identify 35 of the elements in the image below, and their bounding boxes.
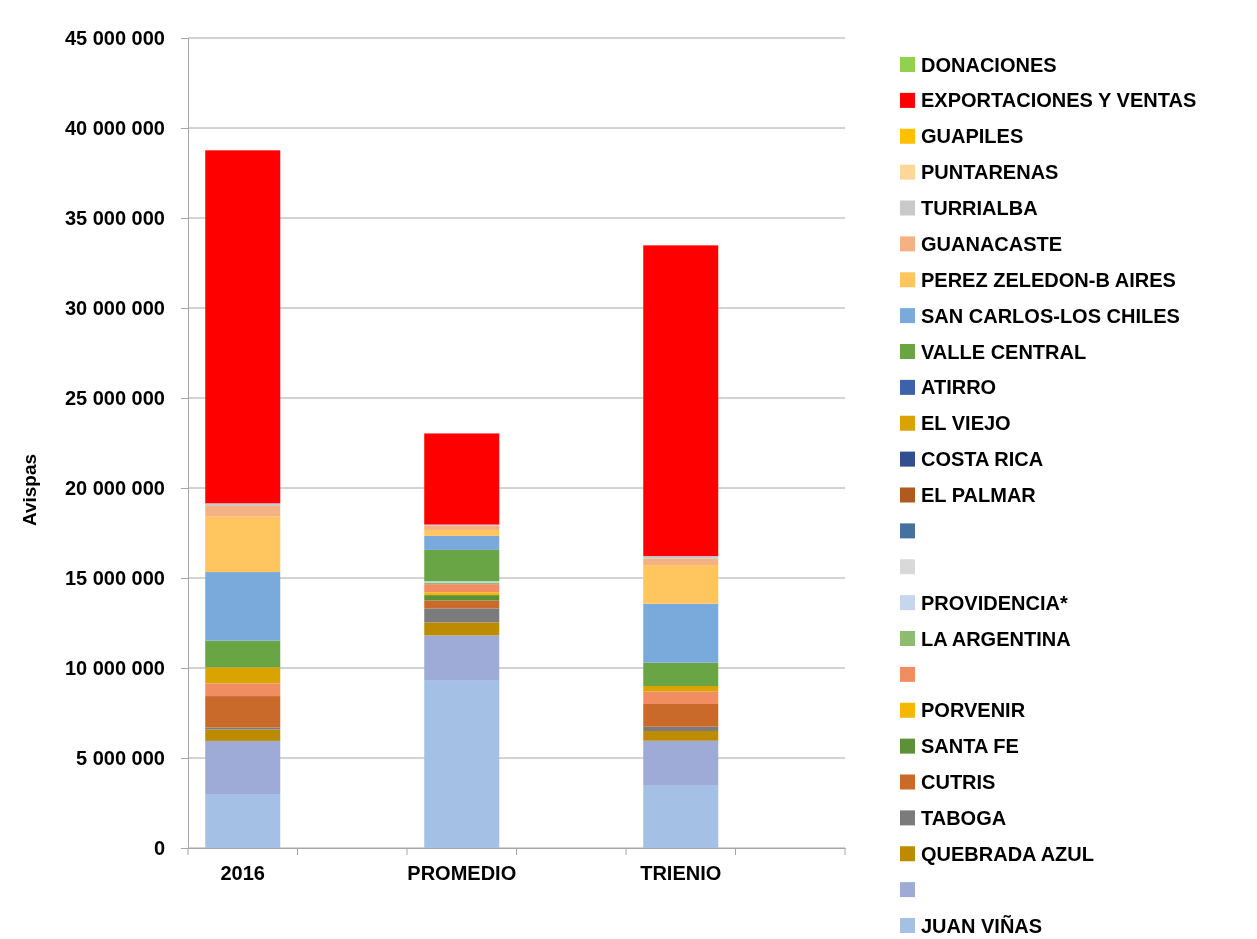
y-axis-title: Avispas — [19, 453, 40, 527]
legend-label: JUAN VIÑAS — [921, 914, 1043, 937]
x-tick-label: 2016 — [220, 862, 265, 885]
legend-label: ATIRRO — [921, 376, 997, 399]
legend-label: PEREZ ZELEDON-B AIRES — [921, 268, 1176, 291]
legend-label: SANTA FE — [921, 735, 1019, 758]
y-tick-label: 15 000 000 — [64, 566, 165, 589]
y-tick-label: 35 000 000 — [64, 206, 165, 229]
legend-label: COSTA RICA — [921, 448, 1044, 471]
legend-label: TURRIALBA — [921, 197, 1038, 219]
legend-label: QUEBRADA AZUL — [921, 842, 1094, 865]
legend-label: EXPORTACIONES Y VENTAS — [921, 89, 1197, 112]
y-tick-label: 25 000 000 — [64, 386, 165, 409]
legend-label: LA ARGENTINA — [921, 627, 1071, 650]
y-tick-label: 20 000 000 — [64, 476, 165, 499]
y-tick-label: 5 000 000 — [76, 746, 165, 769]
legend-label: EL VIEJO — [921, 412, 1011, 435]
x-tick-label: TRIENIO — [640, 862, 722, 885]
y-tick-label: 0 — [153, 836, 165, 859]
legend-label: EL PALMAR — [921, 484, 1037, 506]
legend-label: GUANACASTE — [921, 232, 1063, 255]
legend-label: PROVIDENCIA* — [921, 591, 1068, 614]
legend-label: CUTRIS — [921, 771, 996, 793]
legend-label: DONACIONES — [921, 53, 1057, 76]
legend-label: PUNTARENAS — [921, 161, 1059, 184]
legend-label: SAN CARLOS-LOS CHILES — [921, 304, 1180, 327]
x-tick-label: PROMEDIO — [407, 862, 517, 885]
legend-label: TABOGA — [921, 806, 1007, 829]
y-tick-label: 40 000 000 — [64, 116, 165, 139]
y-tick-label: 45 000 000 — [64, 26, 165, 49]
legend-label: GUAPILES — [921, 125, 1024, 148]
y-tick-label: 10 000 000 — [64, 656, 165, 679]
y-tick-label: 30 000 000 — [64, 296, 165, 319]
legend-label: PORVENIR — [921, 699, 1026, 722]
legend-label: VALLE CENTRAL — [921, 340, 1087, 363]
